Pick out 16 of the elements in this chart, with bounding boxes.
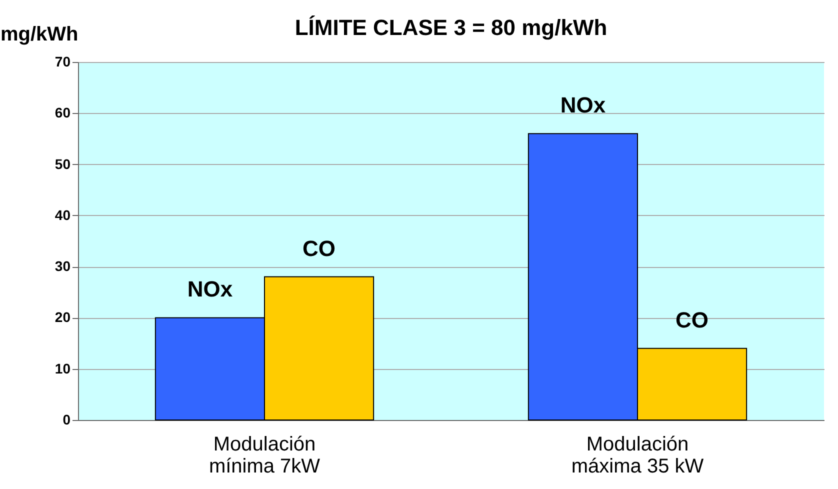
y-tick-label: 30 xyxy=(54,258,71,274)
text: CO xyxy=(676,307,709,332)
y-tick-label: 70 xyxy=(54,54,71,70)
y-tick-label: 10 xyxy=(54,360,71,376)
x-tick-label: Modulación máxima 35 kW xyxy=(571,434,704,478)
y-tick-label: 40 xyxy=(54,206,71,223)
y-tick-label: 0 xyxy=(62,412,71,428)
y-tick-label: 60 xyxy=(54,104,71,121)
chart-title: LÍMITE CLASE 3 = 80 mg/kWh xyxy=(294,15,608,40)
series-label: CO xyxy=(302,236,336,261)
series-label: NOx xyxy=(187,276,234,302)
y-tick-label: 20 xyxy=(54,309,71,326)
y-tick-label: 50 xyxy=(54,156,71,172)
text: NOx xyxy=(560,92,606,118)
y-axis-title: mg/kWh xyxy=(0,24,78,46)
x-tick-label: Modulación mínima 7kW xyxy=(208,434,320,478)
